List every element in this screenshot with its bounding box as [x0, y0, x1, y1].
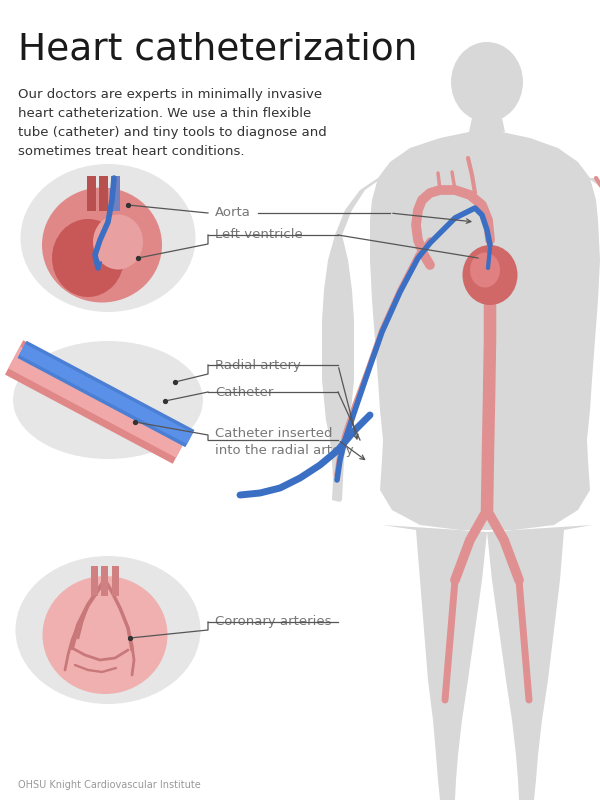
Text: Heart catheterization: Heart catheterization	[18, 32, 418, 68]
Text: Coronary arteries: Coronary arteries	[215, 616, 331, 629]
Ellipse shape	[52, 219, 124, 297]
Ellipse shape	[13, 341, 203, 459]
Text: Aorta: Aorta	[215, 206, 251, 219]
Bar	[87, 176, 96, 211]
Bar	[111, 176, 120, 211]
Bar	[91, 566, 98, 596]
Polygon shape	[382, 525, 487, 800]
Text: Our doctors are experts in minimally invasive
heart catheterization. We use a th: Our doctors are experts in minimally inv…	[18, 88, 327, 158]
Ellipse shape	[43, 576, 167, 694]
Ellipse shape	[20, 164, 196, 312]
Text: Catheter: Catheter	[215, 385, 274, 398]
Ellipse shape	[42, 188, 162, 302]
Bar	[99, 176, 108, 211]
Polygon shape	[322, 178, 382, 502]
Ellipse shape	[16, 556, 200, 704]
Text: Catheter inserted
into the radial artery: Catheter inserted into the radial artery	[215, 427, 353, 457]
Polygon shape	[588, 178, 600, 502]
Text: Left ventricle: Left ventricle	[215, 228, 303, 242]
Ellipse shape	[451, 42, 523, 122]
Ellipse shape	[470, 252, 500, 288]
Polygon shape	[370, 132, 600, 530]
Text: OHSU Knight Cardiovascular Institute: OHSU Knight Cardiovascular Institute	[18, 780, 201, 790]
Ellipse shape	[463, 245, 517, 305]
Bar	[101, 566, 108, 596]
Polygon shape	[487, 525, 592, 800]
Text: Radial artery: Radial artery	[215, 359, 301, 372]
Ellipse shape	[93, 214, 143, 269]
Polygon shape	[469, 118, 505, 132]
Bar	[112, 566, 119, 596]
